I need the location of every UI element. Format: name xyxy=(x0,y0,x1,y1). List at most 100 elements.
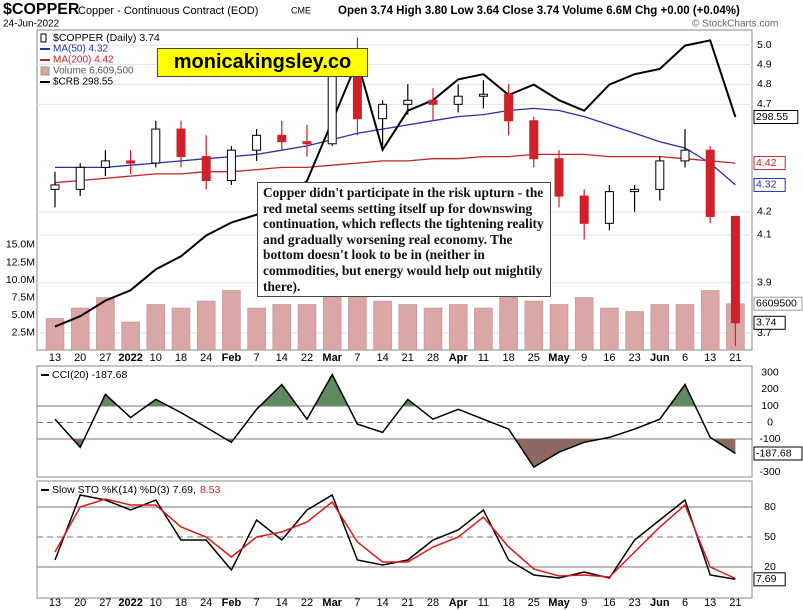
value-label: 6609500 xyxy=(756,298,797,310)
y-tick-label: 100 xyxy=(761,400,779,412)
x-tick-label: 13 xyxy=(704,352,716,364)
x-tick-label: 7 xyxy=(354,597,360,609)
candle-body xyxy=(226,149,236,182)
legend-label: MA(200) 4.42 xyxy=(53,55,114,66)
x-tick-label: 2022 xyxy=(118,597,142,609)
legend-label: Slow STO %K(14) %D(3) 7.69, xyxy=(52,484,196,496)
candle-body xyxy=(327,73,337,145)
value-box xyxy=(753,572,786,587)
value-label: 3.74 xyxy=(756,317,777,329)
watermark: monicakingsley.co xyxy=(157,48,368,77)
legend-label: Volume 6,609,500 xyxy=(53,66,134,77)
x-tick-label: 21 xyxy=(402,352,414,364)
x-tick-label: May xyxy=(548,597,570,609)
candle-body xyxy=(50,184,60,190)
x-tick-label: 10 xyxy=(150,352,162,364)
value-label: 7.69 xyxy=(756,573,777,585)
x-tick-label: 18 xyxy=(175,597,187,609)
candle-body xyxy=(352,73,362,120)
volume-bar xyxy=(549,304,569,351)
candle-body xyxy=(176,128,186,158)
candle-body xyxy=(378,103,388,120)
value-box xyxy=(753,296,803,311)
volume-tick-label: 12.5M xyxy=(6,256,35,268)
candle-body xyxy=(151,128,161,164)
candle-body xyxy=(705,149,715,217)
indicator-line xyxy=(54,498,736,580)
x-tick-label: 11 xyxy=(478,597,489,609)
volume-tick-label: 15.0M xyxy=(6,239,35,251)
indicator-line xyxy=(54,373,736,469)
x-tick-label: Mar xyxy=(322,352,342,364)
x-tick-label: 20 xyxy=(74,597,86,609)
y-tick-label: 20 xyxy=(764,561,776,573)
legend-label: MA(50) 4.32 xyxy=(53,44,108,55)
candle-body xyxy=(302,141,312,145)
volume-bar xyxy=(474,307,493,351)
volume-tick-label: 5.0M xyxy=(12,309,35,321)
x-tick-label: Jun xyxy=(650,352,670,364)
legend-label: 8.53 xyxy=(200,484,221,496)
value-label: 298.55 xyxy=(756,111,788,123)
stats: Open 3.74 High 3.80 Low 3.64 Close 3.74 … xyxy=(338,5,740,17)
volume-bar xyxy=(272,304,292,351)
candle-body xyxy=(680,149,690,162)
candle-body xyxy=(75,166,85,190)
x-tick-label: 14 xyxy=(276,597,288,609)
x-tick-label: Jun xyxy=(650,597,670,609)
candle-body xyxy=(100,160,110,168)
volume-bar xyxy=(675,304,695,351)
x-tick-label: 21 xyxy=(402,597,414,609)
candle-body xyxy=(655,160,665,190)
volume-bar xyxy=(247,307,266,351)
x-tick-label: 24 xyxy=(200,352,212,364)
y-tick-label: 4.7 xyxy=(757,98,772,110)
x-tick-label: 28 xyxy=(427,352,439,364)
x-tick-label: Apr xyxy=(449,352,469,364)
x-tick-label: 14 xyxy=(376,597,388,609)
x-tick-label: 20 xyxy=(74,352,86,364)
legend-label: $CRB 298.55 xyxy=(53,77,113,88)
credit: © StockCharts.com xyxy=(692,19,778,30)
date: 24-Jun-2022 xyxy=(3,19,60,30)
value-label: 4.32 xyxy=(756,179,777,191)
x-tick-label: 18 xyxy=(502,597,514,609)
volume-bar xyxy=(45,318,65,351)
x-tick-label: 28 xyxy=(427,597,439,609)
x-tick-label: 9 xyxy=(581,597,587,609)
value-box xyxy=(753,110,799,125)
x-tick-label: 18 xyxy=(502,352,514,364)
x-tick-label: 22 xyxy=(301,352,313,364)
volume-bar xyxy=(96,297,115,351)
value-box xyxy=(753,446,803,461)
x-tick-label: 13 xyxy=(704,597,716,609)
volume-bar xyxy=(373,300,392,351)
x-tick-label: 27 xyxy=(99,352,111,364)
candle-body xyxy=(604,191,614,224)
y-tick-label: 5.0 xyxy=(757,39,772,51)
volume-bar xyxy=(171,307,191,351)
volume-tick-label: 2.5M xyxy=(12,326,35,338)
x-tick-label: 16 xyxy=(603,597,615,609)
candle-body xyxy=(428,99,438,105)
y-tick-label: 50 xyxy=(764,531,776,543)
x-tick-label: 9 xyxy=(581,352,587,364)
x-tick-label: 21 xyxy=(729,352,741,364)
y-tick-label: 300 xyxy=(761,367,779,379)
volume-bar xyxy=(499,297,518,351)
candle-body xyxy=(554,158,564,197)
volume-bar xyxy=(70,307,90,351)
candle-body xyxy=(730,215,740,324)
legend-label: $COPPER (Daily) 3.74 xyxy=(53,32,160,44)
comment-box: Copper didn't participate in the risk up… xyxy=(257,182,551,298)
y-tick-label: 200 xyxy=(761,383,779,395)
panel-frame xyxy=(36,480,753,599)
x-tick-label: 6 xyxy=(682,597,688,609)
exchange: CME xyxy=(291,5,311,15)
value-box xyxy=(753,315,786,330)
x-tick-label: 22 xyxy=(301,597,313,609)
y-tick-label: 4.9 xyxy=(757,58,772,70)
x-tick-label: Mar xyxy=(322,597,342,609)
candle-body xyxy=(403,99,413,105)
